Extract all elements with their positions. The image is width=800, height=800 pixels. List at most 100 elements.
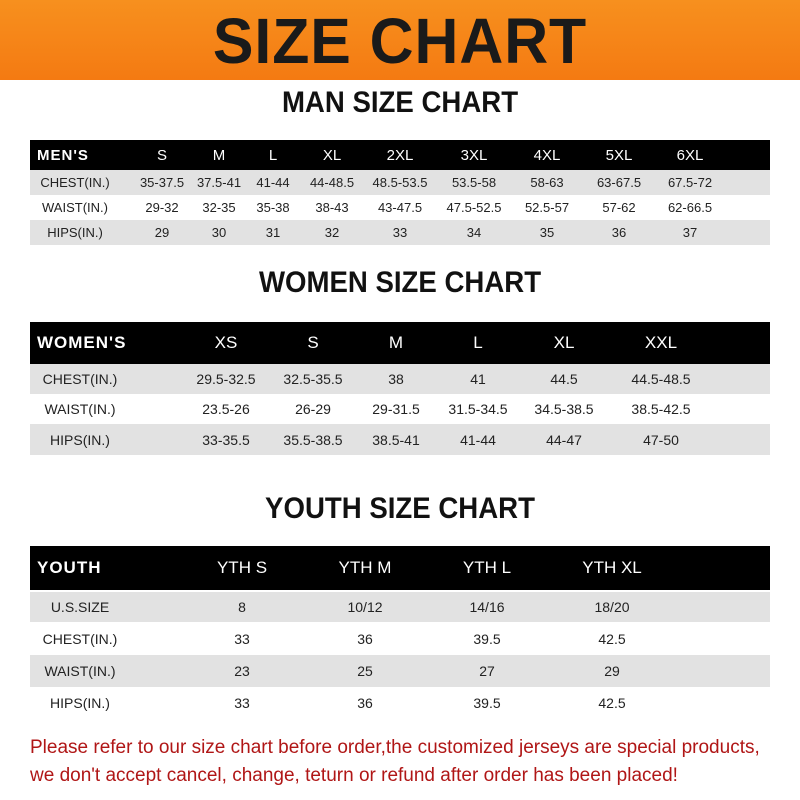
row-label: CHEST(IN.) xyxy=(42,371,118,387)
table-heading: MEN'S xyxy=(37,146,89,164)
row-label: HIPS(IN.) xyxy=(50,694,110,711)
table-cell: 33 xyxy=(234,630,250,647)
size-header: XXL xyxy=(644,333,678,352)
table-cell: 8 xyxy=(238,599,246,615)
table-row: WAIST(IN.) 29-32 32-35 35-38 38-43 43-47.5 47.… xyxy=(30,195,770,220)
section-title: MAN SIZE CHART xyxy=(281,86,519,119)
table-cell: 36 xyxy=(357,694,373,711)
table-cell: 31 xyxy=(265,225,281,240)
table-cell: 38.5-41 xyxy=(372,431,420,448)
row-label: HIPS(IN.) xyxy=(50,431,110,448)
section-title: WOMEN SIZE CHART xyxy=(258,266,542,299)
table-cell: 10/12 xyxy=(347,599,383,615)
table-cell: 48.5-53.5 xyxy=(372,175,428,190)
table-cell: 32.5-35.5 xyxy=(283,371,343,387)
table-cell: 44.5 xyxy=(550,371,578,387)
row-label: WAIST(IN.) xyxy=(44,663,116,679)
table-cell: 43-47.5 xyxy=(377,200,423,215)
table-row: U.S.SIZE 8 10/12 14/16 18/20 xyxy=(30,592,770,622)
table-row: CHEST(IN.) 29.5-32.5 32.5-35.5 38 41 44.5 44.5… xyxy=(30,364,770,394)
size-header: YTH L xyxy=(462,558,512,577)
size-header: S xyxy=(156,146,168,164)
table-cell: 57-62 xyxy=(602,200,636,215)
table-cell: 39.5 xyxy=(473,694,501,711)
table-cell: 18/20 xyxy=(594,599,630,615)
table-cell: 29 xyxy=(154,225,170,240)
table-cell: 41-44 xyxy=(460,431,496,448)
page-title: SIZE CHART xyxy=(212,5,588,77)
table-cell: 23 xyxy=(234,663,250,679)
table-cell: 47.5-52.5 xyxy=(446,200,502,215)
table-cell: 38 xyxy=(388,371,404,387)
header-row: YOUTH YTH S YTH M YTH L YTH XL xyxy=(30,546,770,590)
table-cell: 44-47 xyxy=(546,431,582,448)
table-cell: 31.5-34.5 xyxy=(448,401,508,417)
table-cell: 52.5-57 xyxy=(524,200,570,215)
table-cell: 67.5-72 xyxy=(667,175,713,190)
table-cell: 42.5 xyxy=(598,694,626,711)
table-row: HIPS(IN.) 33-35.5 35.5-38.5 38.5-41 41-44 44-… xyxy=(30,424,770,455)
table-cell: 37 xyxy=(682,225,698,240)
size-header: 4XL xyxy=(533,146,561,164)
table-cell: 32-35 xyxy=(202,200,236,215)
row-label: WAIST(IN.) xyxy=(44,401,116,417)
table-cell: 44.5-48.5 xyxy=(631,371,691,387)
table-cell: 32 xyxy=(324,225,340,240)
row-label: U.S.SIZE xyxy=(50,599,110,615)
size-header: 2XL xyxy=(386,146,414,164)
table-cell: 14/16 xyxy=(469,599,505,615)
size-header: M xyxy=(388,333,404,352)
size-header: XL xyxy=(322,146,342,164)
size-header: XS xyxy=(214,333,238,352)
table-cell: 58-63 xyxy=(530,175,564,190)
table-cell: 26-29 xyxy=(295,401,331,417)
notice-line-1: Please refer to our size chart before or… xyxy=(30,737,760,758)
table-row: HIPS(IN.) 33 36 39.5 42.5 xyxy=(30,687,770,718)
table-cell: 63-67.5 xyxy=(596,175,642,190)
size-header: YTH M xyxy=(338,558,392,577)
notice-line-2: we don't accept cancel, change, teturn o… xyxy=(30,765,678,786)
table-cell: 29 xyxy=(604,663,620,679)
table-cell: 39.5 xyxy=(473,630,501,647)
table-cell: 33 xyxy=(392,225,408,240)
table-row: HIPS(IN.) 29 30 31 32 33 34 35 36 37 xyxy=(30,220,770,245)
table-cell: 27 xyxy=(479,663,495,679)
row-label: CHEST(IN.) xyxy=(40,175,110,190)
size-header: YTH XL xyxy=(582,558,642,577)
table-cell: 34 xyxy=(466,225,482,240)
size-header: S xyxy=(307,333,319,352)
table-heading: WOMEN'S xyxy=(37,333,127,352)
header-row: MEN'S S M L XL 2XL 3XL 4XL 5XL 6XL xyxy=(30,140,770,170)
table-cell: 41-44 xyxy=(256,175,290,190)
table-heading: YOUTH xyxy=(37,558,102,577)
table-cell: 44-48.5 xyxy=(309,175,355,190)
table-cell: 38.5-42.5 xyxy=(631,401,691,417)
row-label: HIPS(IN.) xyxy=(47,225,103,240)
table-row: WAIST(IN.) 23 25 27 29 xyxy=(30,655,770,687)
table-row: CHEST(IN.) 33 36 39.5 42.5 xyxy=(30,622,770,655)
size-header: YTH S xyxy=(216,558,268,577)
section-title: YOUTH SIZE CHART xyxy=(265,492,535,525)
size-header: 5XL xyxy=(605,146,633,164)
table-cell: 29-32 xyxy=(145,200,179,215)
table-cell: 29.5-32.5 xyxy=(196,371,256,387)
table-cell: 33-35.5 xyxy=(202,431,250,448)
table-cell: 30 xyxy=(211,225,227,240)
row-label: CHEST(IN.) xyxy=(42,630,118,647)
table-row: WAIST(IN.) 23.5-26 26-29 29-31.5 31.5-34.5 34… xyxy=(30,394,770,424)
table-cell: 23.5-26 xyxy=(202,401,250,417)
table-cell: 34.5-38.5 xyxy=(534,401,594,417)
table-row: CHEST(IN.) 35-37.5 37.5-41 41-44 44-48.5 48.5… xyxy=(30,170,770,195)
table-cell: 62-66.5 xyxy=(667,200,713,215)
table-cell: 47-50 xyxy=(643,431,679,448)
table-cell: 35 xyxy=(539,225,555,240)
table-cell: 25 xyxy=(357,663,373,679)
row-label: WAIST(IN.) xyxy=(42,200,108,215)
size-header: M xyxy=(212,146,226,164)
size-header: 3XL xyxy=(460,146,488,164)
header-row: WOMEN'S XS S M L XL XXL xyxy=(30,322,770,364)
table-cell: 42.5 xyxy=(598,630,626,647)
table-cell: 38-43 xyxy=(315,200,349,215)
size-header: 6XL xyxy=(676,146,704,164)
